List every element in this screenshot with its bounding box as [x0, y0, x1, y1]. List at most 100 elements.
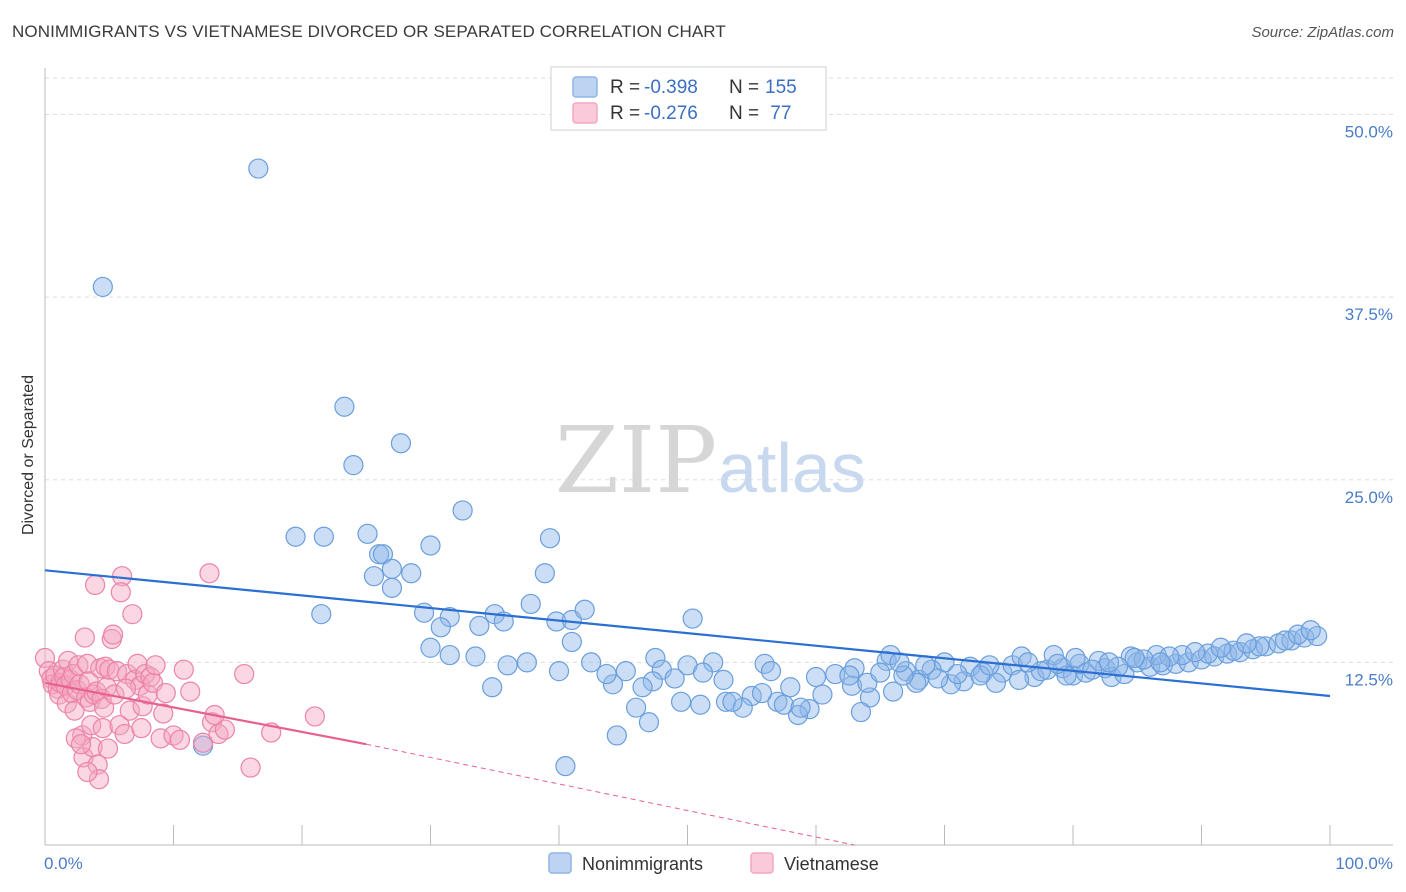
nonimmigrants-point-138: [625, 697, 647, 718]
legend-r-value-0: -0.398: [644, 77, 698, 98]
nonimmigrants-point-122: [927, 668, 949, 689]
nonimmigrants-point-15: [363, 566, 385, 587]
nonimmigrants-point-5: [452, 500, 473, 521]
nonimmigrants-point-57: [751, 682, 773, 704]
vietnamese-point-27: [81, 715, 102, 736]
nonimmigrants-point-129: [664, 668, 685, 689]
nonimmigrants-point-136: [606, 725, 627, 746]
vietnamese-point-32: [87, 754, 108, 775]
nonimmigrants-point-137: [638, 712, 660, 733]
watermark-zip: ZIP: [555, 407, 717, 514]
vietnamese-point-60: [145, 655, 166, 676]
legend-n-label-1: N =: [729, 103, 759, 124]
vietnamese-point-62: [153, 703, 174, 724]
vietnamese-point-0: [34, 647, 56, 669]
nonimmigrants-point-3: [390, 433, 412, 454]
nonimmigrants-point-92: [876, 650, 897, 672]
nonimmigrants-point-125: [870, 662, 891, 683]
vietnamese-point-63: [155, 682, 176, 704]
nonimmigrants-point-108: [1300, 620, 1321, 641]
nonimmigrants-point-36: [482, 677, 503, 698]
nonimmigrants-point-123: [906, 672, 927, 693]
nonimmigrants-point-33: [465, 646, 486, 667]
bottom-legend-label-vietnamese: Vietnamese: [784, 854, 879, 874]
nonimmigrants-point-87: [1255, 636, 1276, 657]
nonimmigrants-point-45: [780, 677, 801, 698]
nonimmigrants-point-141: [722, 691, 743, 712]
legend-n-label-0: N =: [729, 77, 759, 98]
nonimmigrants-point-146: [915, 655, 936, 676]
nonimmigrants-point-128: [692, 662, 714, 683]
nonimmigrants-point-42: [615, 661, 636, 682]
nonimmigrants-point-115: [1082, 659, 1103, 680]
nonimmigrants-point-130: [632, 677, 653, 698]
legend-swatch-vietnamese: [572, 102, 598, 124]
nonimmigrants-point-124: [893, 665, 914, 686]
trend-line-nonimmigrants: [44, 569, 1331, 698]
grid-lines: [45, 77, 1393, 663]
legend-swatch-nonimmigrants: [572, 76, 598, 98]
nonimmigrants-point-37: [548, 661, 570, 682]
nonimmigrants-point-8: [357, 523, 378, 544]
y-tick-label-0: 12.5%: [1345, 670, 1393, 689]
nonimmigrants-point-153: [1124, 647, 1145, 669]
vietnamese-point-71: [199, 563, 220, 584]
nonimmigrants-point-27: [682, 608, 703, 629]
nonimmigrants-point-149: [1017, 652, 1039, 673]
nonimmigrants-point-152: [1098, 652, 1120, 673]
vietnamese-point-30: [85, 574, 106, 596]
vietnamese-point-49: [119, 700, 140, 721]
vietnamese-point-79: [70, 734, 92, 755]
y-axis-title: Divorced or Separated: [20, 375, 37, 535]
y-tick-label-3: 50.0%: [1345, 123, 1393, 142]
trend-line-vietnamese-extension: [366, 743, 855, 846]
nonimmigrants-point-1: [92, 276, 113, 298]
bottom-legend-swatch-vietnamese: [750, 852, 774, 874]
vietnamese-point-50: [122, 604, 143, 625]
legend-r-label-1: R =: [610, 103, 640, 124]
nonimmigrants-point-61: [805, 666, 827, 688]
watermark: ZIP atlas: [555, 407, 866, 514]
vietnamese-point-40: [97, 738, 119, 759]
series-vietnamese: [34, 563, 325, 790]
nonimmigrants-point-106: [1274, 630, 1296, 651]
vietnamese-point-67: [192, 732, 214, 753]
nonimmigrants-point-104: [1223, 640, 1244, 661]
nonimmigrants-point-103: [1197, 643, 1219, 664]
nonimmigrants-point-89: [1281, 630, 1302, 651]
nonimmigrants-point-29: [469, 615, 490, 636]
vietnamese-point-16: [64, 700, 85, 721]
vietnamese-point-83: [115, 678, 137, 699]
nonimmigrants-point-10: [420, 535, 441, 556]
vietnamese-point-33: [88, 769, 110, 790]
vietnamese-point-36: [92, 718, 113, 739]
nonimmigrants-point-131: [602, 674, 624, 695]
y-tick-labels: 12.5% 25.0% 37.5% 50.0%: [1345, 123, 1393, 690]
nonimmigrants-point-145: [889, 652, 910, 673]
series-legend: Nonimmigrants Vietnamese: [548, 852, 879, 874]
vietnamese-point-66: [173, 659, 194, 680]
vietnamese-point-81: [110, 582, 131, 603]
nonimmigrants-point-4: [343, 455, 364, 476]
vietnamese-point-77: [304, 706, 325, 727]
nonimmigrants-point-34: [516, 652, 537, 673]
vietnamese-point-72: [180, 681, 201, 702]
nonimmigrants-point-52: [882, 681, 904, 702]
nonimmigrants-point-32: [439, 644, 460, 666]
nonimmigrants-point-31: [420, 637, 441, 658]
nonimmigrants-point-12: [372, 544, 394, 565]
nonimmigrants-point-2: [334, 396, 355, 417]
nonimmigrants-point-41: [703, 652, 724, 673]
vietnamese-point-52: [127, 653, 148, 674]
nonimmigrants-point-105: [1249, 636, 1270, 657]
vietnamese-point-57: [137, 684, 158, 705]
nonimmigrants-point-43: [642, 671, 663, 692]
nonimmigrants-point-139: [670, 691, 692, 712]
nonimmigrants-point-140: [690, 694, 711, 715]
trend-line-vietnamese: [44, 681, 367, 746]
nonimmigrants-point-56: [732, 697, 753, 718]
nonimmigrants-point-143: [790, 697, 811, 718]
nonimmigrants-point-26: [574, 599, 595, 620]
nonimmigrants-point-154: [1150, 652, 1171, 673]
nonimmigrants-point-59: [850, 701, 872, 723]
